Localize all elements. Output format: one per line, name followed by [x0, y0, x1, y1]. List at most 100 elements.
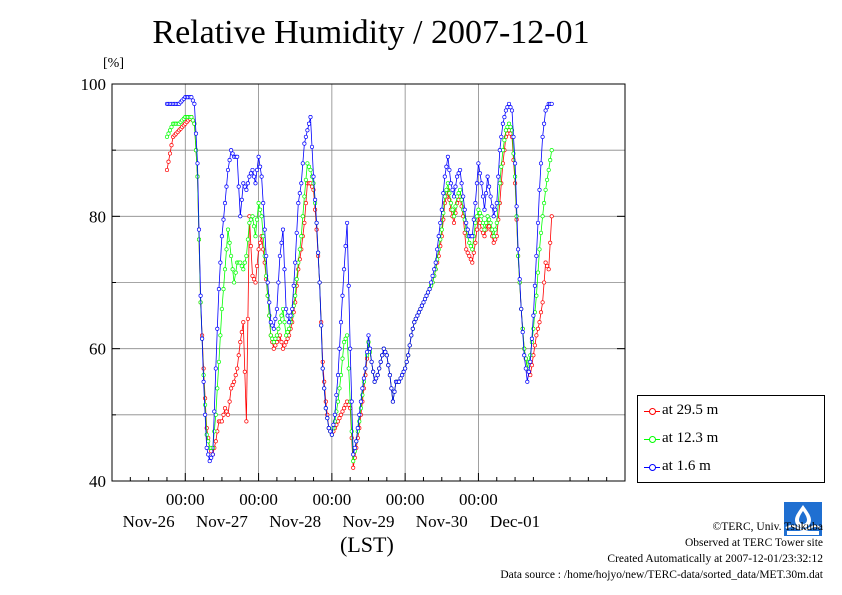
data-point: [258, 164, 263, 169]
data-point: [500, 121, 505, 126]
data-point: [387, 373, 392, 378]
data-point: [195, 161, 200, 166]
data-point: [300, 214, 305, 219]
data-point: [400, 373, 405, 378]
legend-marker-icon: [649, 436, 656, 443]
data-point: [297, 191, 302, 196]
data-point: [471, 250, 476, 255]
data-point: [328, 429, 333, 434]
data-point: [279, 313, 284, 318]
data-point: [538, 161, 544, 166]
data-point: [335, 399, 341, 404]
chart-title: Relative Humidity / 2007-12-01: [152, 14, 590, 51]
data-point: [219, 419, 224, 424]
data-point: [484, 220, 489, 225]
data-point: [546, 267, 551, 272]
data-point: [250, 167, 255, 173]
data-point: [253, 234, 258, 239]
data-point: [413, 316, 418, 321]
data-point: [273, 316, 278, 321]
data-point: [380, 353, 385, 358]
data-point: [280, 346, 286, 351]
data-point: [287, 320, 292, 325]
data-point: [396, 379, 402, 384]
data-point: [258, 240, 263, 245]
data-point: [474, 214, 479, 219]
data-point: [338, 412, 344, 417]
data-point: [285, 330, 290, 335]
legend-label: at 29.5 m: [662, 402, 719, 418]
data-point: [242, 369, 247, 374]
data-point: [241, 267, 246, 272]
data-point: [322, 386, 327, 391]
data-point: [519, 306, 524, 312]
data-point: [546, 167, 551, 173]
data-point: [303, 134, 308, 139]
data-point: [265, 280, 270, 285]
grid: [112, 84, 625, 481]
data-point: [468, 257, 473, 262]
data-point: [274, 306, 279, 312]
data-point: [248, 217, 253, 222]
data-point: [444, 187, 449, 192]
data-point: [477, 171, 483, 176]
data-point: [238, 260, 243, 265]
data-point: [279, 340, 284, 345]
data-point: [294, 230, 299, 235]
data-point: [476, 207, 481, 212]
data-point: [169, 143, 174, 148]
data-point: [297, 247, 302, 252]
data-point: [378, 359, 383, 364]
y-tick-label: 40: [89, 472, 106, 491]
data-point: [271, 326, 276, 331]
data-point: [225, 227, 231, 232]
data-point: [442, 174, 447, 179]
data-point: [480, 230, 486, 235]
data-point: [299, 234, 304, 239]
data-point: [470, 247, 475, 252]
legend-marker-icon: [649, 408, 656, 415]
data-point: [422, 296, 428, 302]
data-point: [459, 181, 464, 186]
data-point: [416, 310, 421, 315]
data-point: [192, 101, 197, 106]
data-point: [491, 214, 496, 219]
data-point: [470, 260, 475, 265]
data-point: [363, 366, 368, 371]
data-point: [245, 237, 250, 242]
data-point: [239, 263, 244, 269]
data-point: [331, 422, 336, 427]
data-point: [415, 313, 420, 318]
data-point: [464, 220, 469, 225]
created-text: Created Automatically at 2007-12-01/23:3…: [607, 553, 823, 565]
data-point: [535, 270, 541, 275]
data-point: [227, 158, 232, 163]
data-point: [369, 359, 374, 364]
data-point: [367, 346, 373, 351]
data-point: [458, 167, 463, 173]
data-point: [309, 184, 315, 189]
data-point: [513, 174, 518, 179]
data-point: [467, 253, 472, 259]
data-point: [267, 300, 272, 305]
data-point: [203, 412, 208, 417]
data-point: [517, 277, 522, 282]
data-point: [294, 277, 299, 282]
data-point: [219, 234, 224, 239]
data-point: [268, 320, 273, 325]
data-point: [244, 187, 249, 192]
data-point: [526, 369, 531, 374]
data-point: [389, 386, 394, 391]
data-point: [451, 220, 457, 225]
data-point: [377, 366, 382, 371]
data-point: [316, 250, 321, 255]
data-point: [468, 244, 473, 249]
data-point: [296, 201, 301, 206]
axes: 40 60 80 100 00:00 00:00 00:00 00:00 00:00 Nov-26…: [81, 75, 626, 531]
data-point: [462, 230, 467, 235]
data-point: [271, 346, 276, 351]
data-point: [256, 247, 261, 252]
data-point: [523, 366, 528, 371]
x-date-label: Nov-26: [123, 512, 175, 531]
data-point: [218, 333, 223, 338]
